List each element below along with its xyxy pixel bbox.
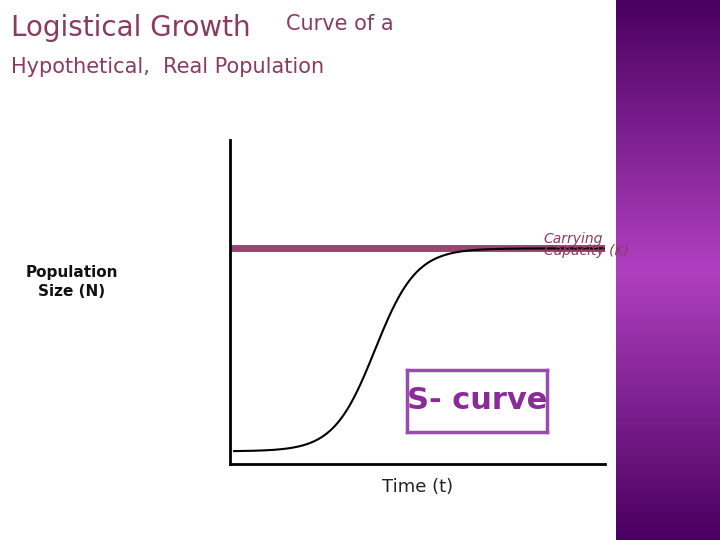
Text: Hypothetical,  Real Population: Hypothetical, Real Population <box>11 57 324 77</box>
Text: Logistical Growth: Logistical Growth <box>11 14 251 42</box>
Text: S- curve: S- curve <box>407 387 547 415</box>
X-axis label: Time (t): Time (t) <box>382 478 453 496</box>
Text: Carrying: Carrying <box>544 232 603 246</box>
Text: Size (N): Size (N) <box>38 284 106 299</box>
Text: Curve of a: Curve of a <box>286 14 393 33</box>
Text: Population: Population <box>26 265 118 280</box>
Text: Capacity (K): Capacity (K) <box>544 244 629 258</box>
